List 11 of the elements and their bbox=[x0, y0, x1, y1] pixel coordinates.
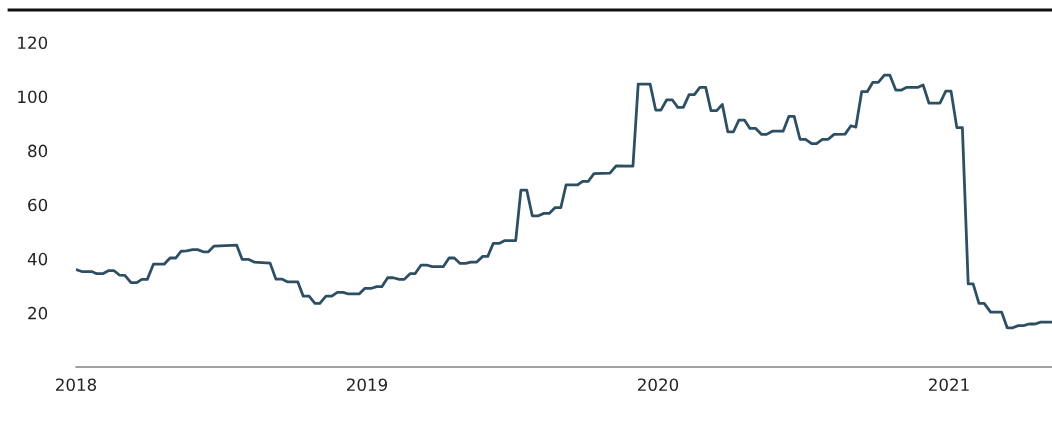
y-tick-label: 60 bbox=[28, 198, 48, 212]
y-tick-label: 100 bbox=[18, 90, 48, 104]
line-series bbox=[76, 73, 1052, 330]
y-tick-label: 120 bbox=[18, 36, 48, 50]
x-tick-label: 2019 bbox=[347, 378, 388, 392]
y-tick-label: 40 bbox=[27, 252, 48, 266]
x-tick-label: 2020 bbox=[638, 378, 679, 392]
y-tick-label: 80 bbox=[28, 144, 48, 158]
x-tick-label: 2021 bbox=[929, 378, 969, 392]
y-tick-label: 20 bbox=[28, 306, 48, 320]
x-tick-label: 2018 bbox=[56, 378, 97, 392]
